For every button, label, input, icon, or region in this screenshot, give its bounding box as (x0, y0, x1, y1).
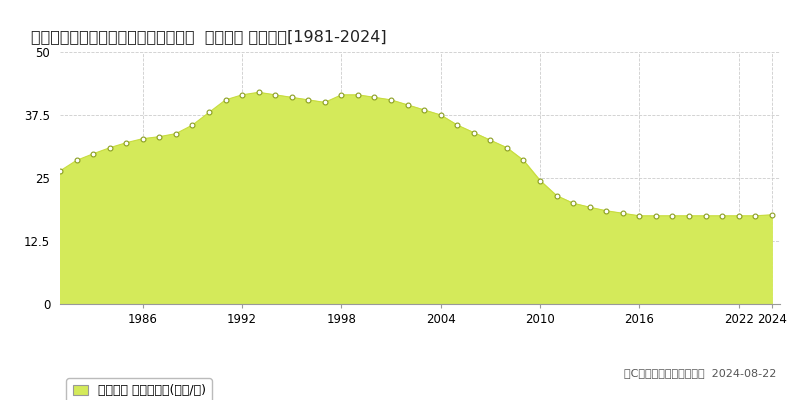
Text: （C）土地価格ドットコム  2024-08-22: （C）土地価格ドットコム 2024-08-22 (624, 368, 776, 378)
Text: 香川県丸亀市幸町１丁目２２７番１外  地価公示 地価推移[1981-2024]: 香川県丸亀市幸町１丁目２２７番１外 地価公示 地価推移[1981-2024] (31, 29, 387, 44)
Legend: 地価公示 平均坪単価(万円/坪): 地価公示 平均坪単価(万円/坪) (66, 378, 212, 400)
